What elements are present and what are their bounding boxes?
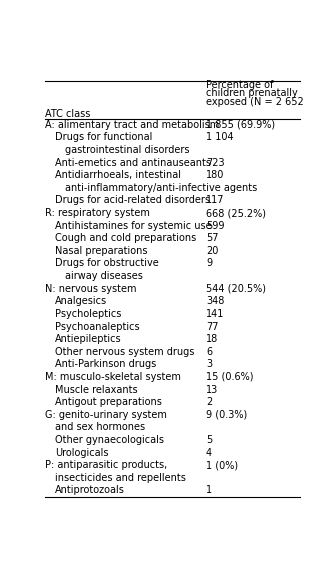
Text: 20: 20 xyxy=(206,246,218,256)
Text: Other nervous system drugs: Other nervous system drugs xyxy=(55,347,195,357)
Text: N: nervous system: N: nervous system xyxy=(45,284,136,294)
Text: children prenatally: children prenatally xyxy=(206,88,298,98)
Text: and sex hormones: and sex hormones xyxy=(55,423,145,432)
Text: 1: 1 xyxy=(206,486,212,496)
Text: Nasal preparations: Nasal preparations xyxy=(55,246,148,256)
Text: Antidiarrhoeals, intestinal: Antidiarrhoeals, intestinal xyxy=(55,170,181,180)
Text: 5: 5 xyxy=(206,435,212,445)
Text: 18: 18 xyxy=(206,334,218,344)
Text: 6: 6 xyxy=(206,347,212,357)
Text: 1 855 (69.9%): 1 855 (69.9%) xyxy=(206,120,275,130)
Text: anti-inflammatory/anti-infective agents: anti-inflammatory/anti-infective agents xyxy=(66,183,258,193)
Text: ATC class: ATC class xyxy=(45,108,90,119)
Text: 599: 599 xyxy=(206,221,224,230)
Text: 9: 9 xyxy=(206,259,212,269)
Text: 2: 2 xyxy=(206,397,212,407)
Text: 3: 3 xyxy=(206,359,212,369)
Text: Percentage of: Percentage of xyxy=(206,80,274,89)
Text: 9 (0.3%): 9 (0.3%) xyxy=(206,410,247,420)
Text: Drugs for obstructive: Drugs for obstructive xyxy=(55,259,159,269)
Text: Antiprotozoals: Antiprotozoals xyxy=(55,486,125,496)
Text: 1 104: 1 104 xyxy=(206,133,234,142)
Text: 1 (0%): 1 (0%) xyxy=(206,460,238,470)
Text: Antigout preparations: Antigout preparations xyxy=(55,397,162,407)
Text: P: antiparasitic products,: P: antiparasitic products, xyxy=(45,460,167,470)
Text: M: musculo-skeletal system: M: musculo-skeletal system xyxy=(45,372,180,382)
Text: 13: 13 xyxy=(206,384,218,395)
Text: Anti-Parkinson drugs: Anti-Parkinson drugs xyxy=(55,359,156,369)
Text: Anti-emetics and antinauseants: Anti-emetics and antinauseants xyxy=(55,157,211,167)
Text: Urologicals: Urologicals xyxy=(55,447,109,457)
Text: insecticides and repellents: insecticides and repellents xyxy=(55,473,186,483)
Text: 723: 723 xyxy=(206,157,225,167)
Text: Psycholeptics: Psycholeptics xyxy=(55,309,121,319)
Text: airway diseases: airway diseases xyxy=(66,271,143,281)
Text: 141: 141 xyxy=(206,309,224,319)
Text: Drugs for functional: Drugs for functional xyxy=(55,133,153,142)
Text: Psychoanaleptics: Psychoanaleptics xyxy=(55,321,140,332)
Text: 180: 180 xyxy=(206,170,224,180)
Text: 348: 348 xyxy=(206,296,224,306)
Text: 4: 4 xyxy=(206,447,212,457)
Text: 117: 117 xyxy=(206,196,224,206)
Text: 15 (0.6%): 15 (0.6%) xyxy=(206,372,254,382)
Text: Muscle relaxants: Muscle relaxants xyxy=(55,384,138,395)
Text: 77: 77 xyxy=(206,321,218,332)
Text: Antihistamines for systemic use: Antihistamines for systemic use xyxy=(55,221,212,230)
Text: Other gynaecologicals: Other gynaecologicals xyxy=(55,435,164,445)
Text: Cough and cold preparations: Cough and cold preparations xyxy=(55,233,196,243)
Text: R: respiratory system: R: respiratory system xyxy=(45,208,150,218)
Text: 544 (20.5%): 544 (20.5%) xyxy=(206,284,266,294)
Text: 668 (25.2%): 668 (25.2%) xyxy=(206,208,266,218)
Text: 57: 57 xyxy=(206,233,218,243)
Text: Analgesics: Analgesics xyxy=(55,296,107,306)
Text: G: genito-urinary system: G: genito-urinary system xyxy=(45,410,166,420)
Text: Antiepileptics: Antiepileptics xyxy=(55,334,122,344)
Text: exposed (N = 2 652: exposed (N = 2 652 xyxy=(206,97,304,107)
Text: A: alimentary tract and metabolism: A: alimentary tract and metabolism xyxy=(45,120,219,130)
Text: Drugs for acid-related disorders: Drugs for acid-related disorders xyxy=(55,196,210,206)
Text: gastrointestinal disorders: gastrointestinal disorders xyxy=(66,145,190,155)
